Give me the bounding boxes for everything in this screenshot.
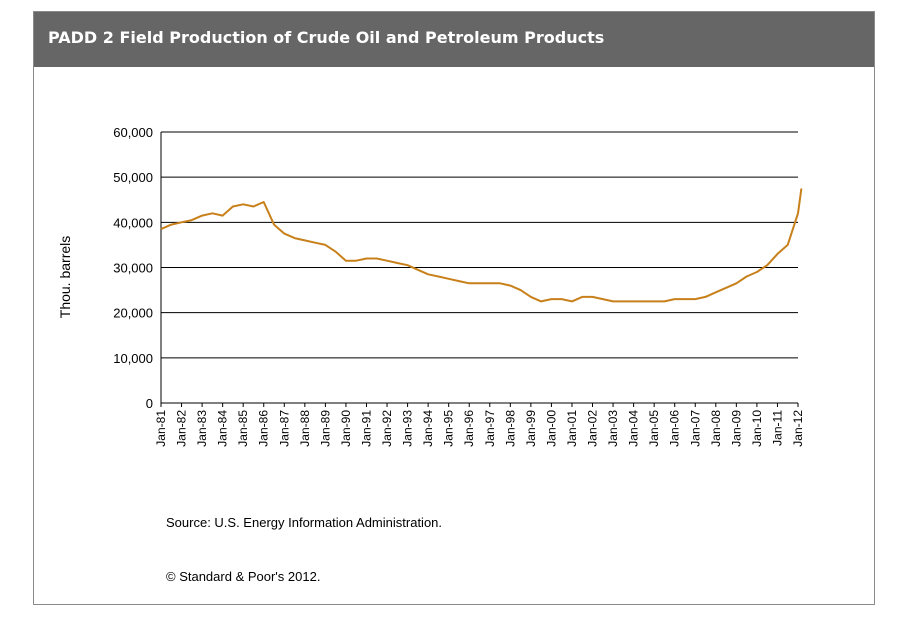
x-tick-label: Jan-07 (688, 410, 702, 447)
x-tick-label: Jan-12 (791, 410, 805, 447)
chart-title: PADD 2 Field Production of Crude Oil and… (48, 28, 605, 47)
gridlines (160, 131, 798, 404)
x-tick-label: Jan-05 (647, 410, 661, 447)
x-tick-label: Jan-99 (524, 410, 538, 447)
x-tick-label: Jan-11 (770, 410, 784, 446)
x-tick-label: Jan-94 (421, 410, 435, 447)
x-tick-label: Jan-92 (380, 410, 394, 447)
x-tick-label: Jan-04 (627, 410, 641, 447)
y-tick-label: 50,000 (113, 170, 153, 185)
x-tick-label: Jan-88 (298, 410, 312, 447)
x-tick-label: Jan-85 (236, 410, 250, 447)
x-tick-label: Jan-96 (462, 410, 476, 447)
x-tick-label: Jan-06 (668, 410, 682, 447)
y-tick-label: 20,000 (113, 306, 153, 321)
x-tick-label: Jan-82 (175, 410, 189, 447)
y-tick-label: 10,000 (113, 351, 153, 366)
y-axis-ticks: 0 10,000 20,000 30,000 40,000 50,000 60,000 (113, 125, 153, 411)
x-tick-label: Jan-84 (216, 410, 230, 447)
line-chart: 0 10,000 20,000 30,000 40,000 50,000 60,000 Ja… (57, 125, 805, 447)
x-tick-label: Jan-09 (729, 410, 743, 447)
x-axis-ticks: Jan-81 Jan-82 Jan-83 Jan-84 Jan-85 Jan-86 Jan-… (154, 403, 805, 447)
chart-header: PADD 2 Field Production of Crude Oil and… (34, 12, 874, 67)
series-group (160, 188, 803, 303)
x-tick-label: Jan-03 (606, 410, 620, 447)
x-tick-label: Jan-97 (483, 410, 497, 447)
x-tick-label: Jan-02 (586, 410, 600, 447)
x-tick-label: Jan-08 (709, 410, 723, 447)
x-tick-label: Jan-87 (277, 410, 291, 447)
x-tick-label: Jan-95 (442, 410, 456, 447)
y-tick-label: 30,000 (113, 261, 153, 276)
x-tick-label: Jan-00 (544, 410, 558, 447)
x-tick-label: Jan-98 (503, 410, 517, 447)
x-tick-label: Jan-86 (257, 410, 271, 447)
chart-panel: PADD 2 Field Production of Crude Oil and… (33, 11, 875, 605)
x-tick-label: Jan-81 (154, 410, 168, 447)
series-line (160, 188, 803, 303)
y-tick-label: 0 (146, 396, 153, 411)
x-tick-label: Jan-91 (359, 410, 373, 447)
y-axis-label: Thou. barrels (57, 236, 73, 318)
source-note: Source: U.S. Energy Information Administ… (166, 515, 443, 530)
x-tick-label: Jan-89 (318, 410, 332, 447)
copyright-note: © Standard & Poor's 2012. (166, 569, 321, 584)
x-tick-label: Jan-93 (401, 410, 415, 447)
x-tick-label: Jan-01 (565, 410, 579, 447)
y-tick-label: 60,000 (113, 125, 153, 140)
x-tick-label: Jan-10 (750, 410, 764, 447)
x-tick-label: Jan-83 (195, 410, 209, 447)
y-tick-label: 40,000 (113, 215, 153, 230)
x-tick-label: Jan-90 (339, 410, 353, 447)
